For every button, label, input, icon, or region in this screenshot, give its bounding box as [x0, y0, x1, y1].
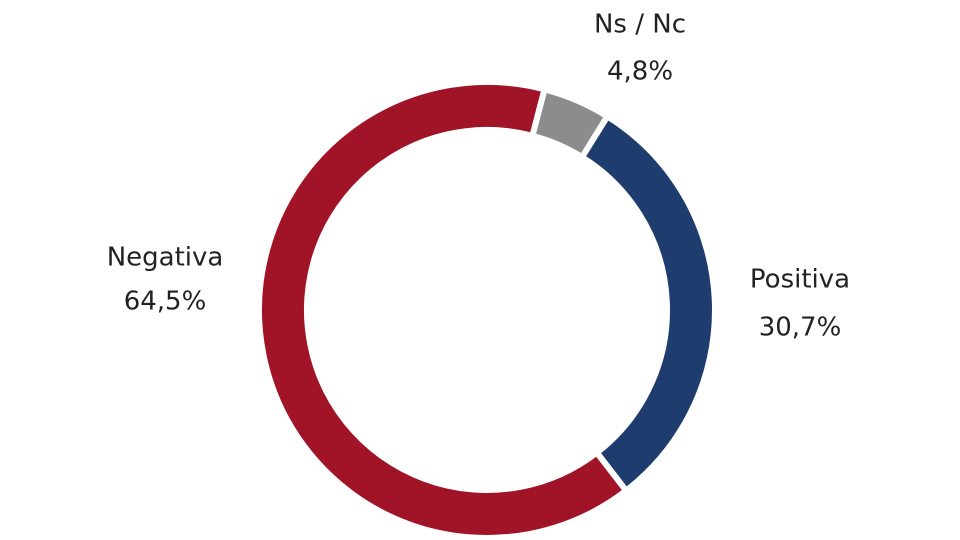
- slice-label: Ns / Nc: [594, 10, 686, 40]
- donut-slice: [256, 79, 631, 540]
- value-label: 4,8%: [607, 57, 673, 87]
- slice-label: Negativa: [107, 243, 224, 273]
- value-label: 64,5%: [124, 287, 207, 317]
- donut-slice: [577, 112, 718, 495]
- value-label: 30,7%: [759, 313, 842, 343]
- slice-label: Positiva: [750, 265, 850, 295]
